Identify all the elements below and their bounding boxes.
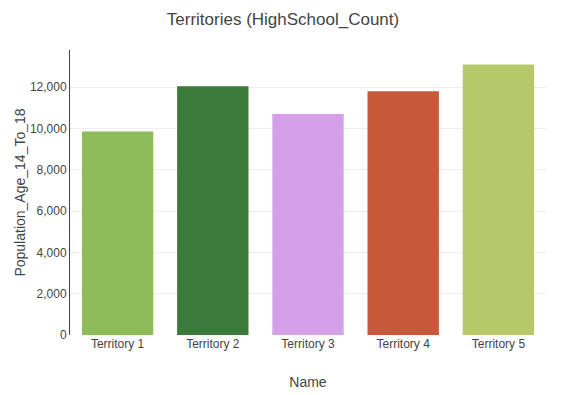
svg-text:Territories (HighSchool_Count): Territories (HighSchool_Count) [167,10,399,29]
svg-text:Territory 3: Territory 3 [281,337,335,351]
svg-text:Population_Age_14_To_18: Population_Age_14_To_18 [12,108,28,276]
svg-text:Territory 1: Territory 1 [91,337,145,351]
svg-text:Territory 4: Territory 4 [377,337,431,351]
svg-text:0: 0 [60,328,67,342]
svg-text:2,000: 2,000 [37,287,67,301]
svg-text:8,000: 8,000 [37,163,67,177]
svg-text:Name: Name [289,374,327,390]
svg-text:6,000: 6,000 [37,204,67,218]
svg-text:Territory 2: Territory 2 [186,337,240,351]
svg-text:4,000: 4,000 [37,246,67,260]
svg-text:12,000: 12,000 [30,80,67,94]
svg-text:Territory 5: Territory 5 [472,337,526,351]
svg-text:10,000: 10,000 [30,122,67,136]
